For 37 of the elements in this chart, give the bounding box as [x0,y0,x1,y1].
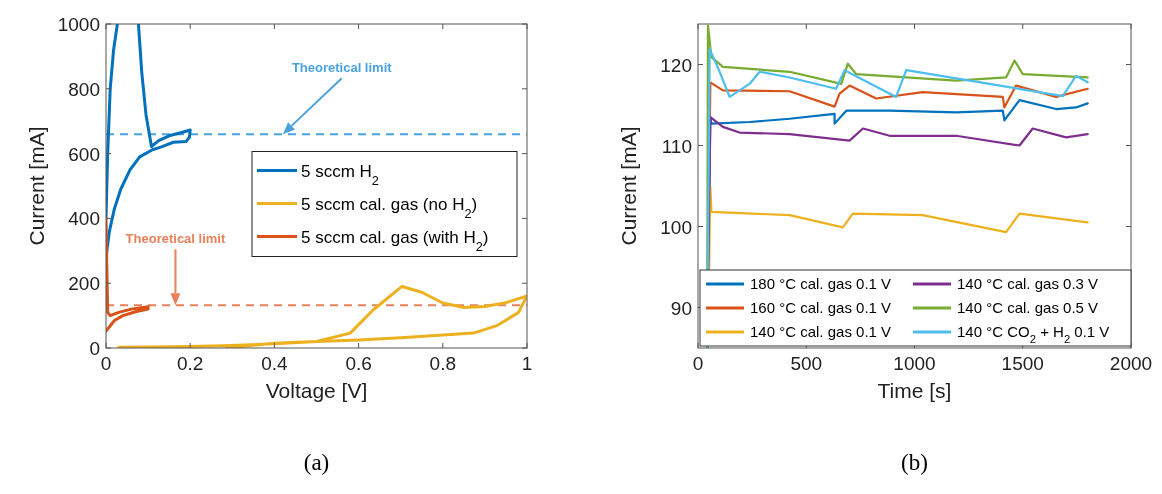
x-tick-label: 0.6 [345,353,372,374]
legend-label: 140 °C cal. gas 0.5 V [957,299,1099,316]
y-axis-title: Current [mA] [617,126,640,246]
y-tick-label: 600 [68,143,100,165]
x-tick-label: 1 [521,353,533,374]
y-tick-label: 120 [660,54,692,76]
y-tick-label: 100 [660,216,692,238]
legend-label: 5 sccm H$_{2}$ [301,161,379,187]
x-tick-label: 1000 [893,353,936,374]
text: (b) [901,450,928,475]
x-tick-label: 0.8 [429,353,457,374]
legend-label: 140 °C cal. gas 0.3 V [957,275,1099,292]
legend-label: 140 °C cal. gas 0.1 V [750,323,892,340]
line-series [117,284,527,348]
y-axis-title: Current [mA] [25,126,48,246]
text: (a) [303,450,330,475]
x-tick-label: 500 [790,353,823,374]
y-tick-label: 0 [89,338,100,359]
ref-line-label: Theoretical limit [125,231,226,247]
y-tick-label: 110 [661,135,692,157]
x-axis-title: Voltage [V] [265,379,368,402]
x-axis-title: Time [s] [877,379,952,402]
legend-label: 140 °C CO$_{2}$ + H$_{2}$ 0.1 V [957,323,1110,345]
y-tick-label: 200 [68,273,100,295]
x-tick-label: 0.2 [176,353,204,374]
legend-label: 5 sccm cal. gas (with H$_{2}$) [301,227,489,253]
y-tick-label: 800 [68,78,100,100]
y-tick-label: 90 [670,297,692,319]
y-tick-label: 1000 [57,14,100,35]
x-tick-label: 1500 [1001,353,1044,374]
x-tick-label: 2000 [1109,353,1153,374]
x-tick-label: 0.4 [261,353,289,374]
legend-label: 5 sccm cal. gas (no H$_{2}$) [301,194,478,220]
legend-label: 180 °C cal. gas 0.1 V [750,275,892,292]
ref-line-label: Theoretical limit [291,60,393,76]
legend-label: 160 °C cal. gas 0.1 V [750,299,892,316]
y-tick-label: 400 [68,208,100,230]
